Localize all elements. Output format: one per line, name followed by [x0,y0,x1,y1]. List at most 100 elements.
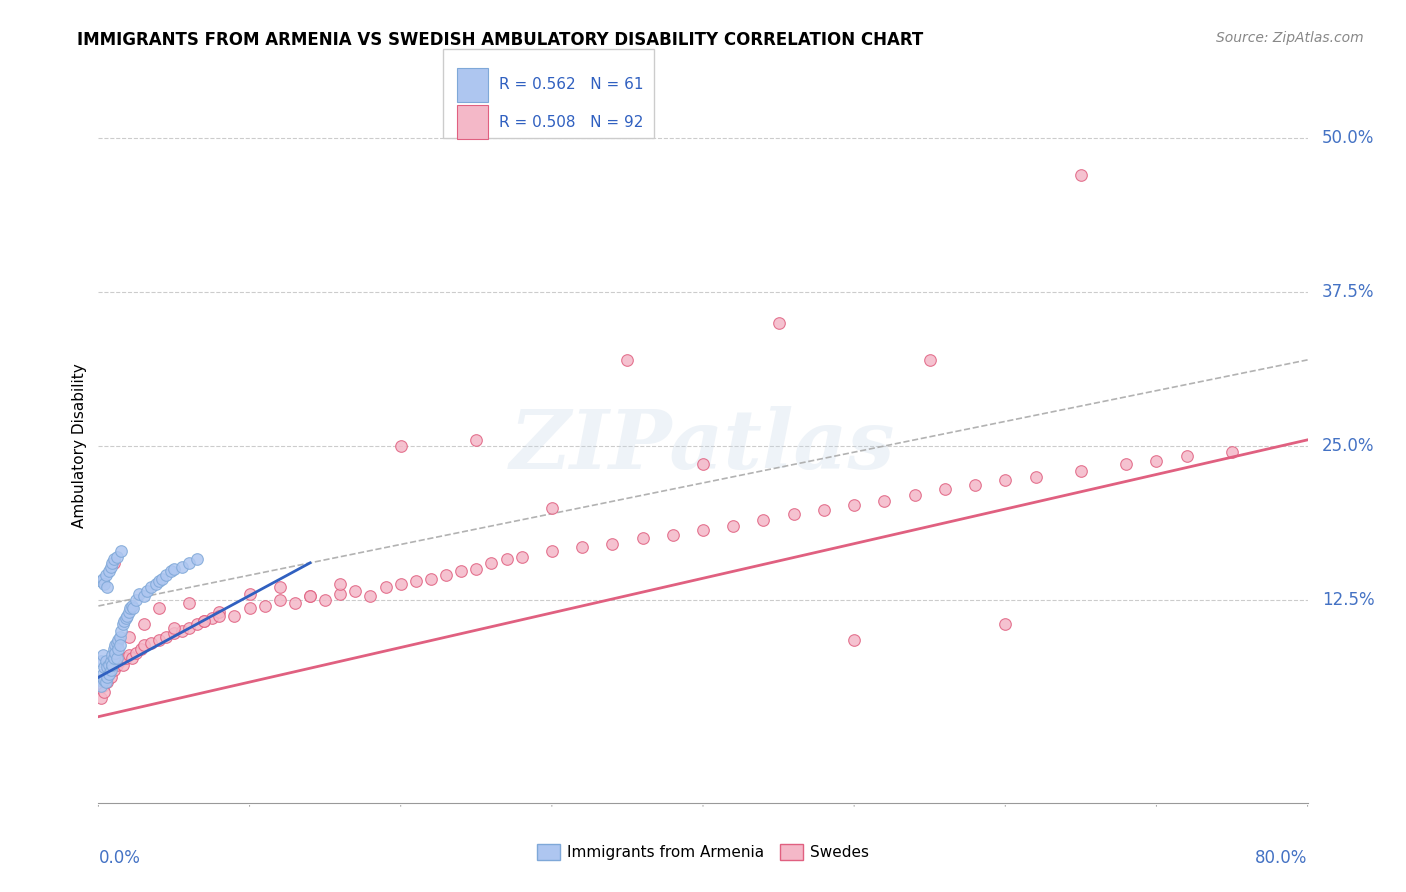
Point [118,630,141,644]
Text: R = 0.508   N = 92: R = 0.508 N = 92 [499,115,644,129]
Point [208,608,231,623]
Point [465,562,488,576]
Point [179,621,201,635]
Point [723,519,745,533]
Point [918,352,941,367]
Legend: Immigrants from Armenia, Swedes: Immigrants from Armenia, Swedes [530,838,876,866]
Text: 25.0%: 25.0% [1322,437,1375,455]
Point [179,556,201,570]
Point [510,549,533,564]
Point [93,660,115,674]
Text: 80.0%: 80.0% [1256,849,1308,867]
Bar [457,68,488,102]
Point [193,614,215,628]
Point [115,608,138,623]
Text: 0.0%: 0.0% [98,849,141,867]
Point [450,565,472,579]
Point [111,658,134,673]
Point [208,605,231,619]
Point [253,599,276,613]
Point [1175,449,1198,463]
Point [904,488,927,502]
Point [844,498,866,512]
Point [186,552,208,566]
Point [481,556,503,570]
Point [100,559,122,574]
Point [118,605,141,619]
Point [125,592,148,607]
Point [434,568,457,582]
Text: ZIPatlas: ZIPatlas [510,406,896,486]
Point [389,576,412,591]
Point [934,482,956,496]
Point [103,556,125,570]
Point [100,654,122,668]
Point [94,568,117,582]
Text: 50.0%: 50.0% [1322,129,1375,147]
Point [121,650,143,665]
Point [873,494,896,508]
Point [105,636,128,650]
Point [96,675,118,690]
Point [90,654,112,668]
Text: 12.5%: 12.5% [1322,591,1375,609]
Point [540,500,562,515]
Point [148,574,170,589]
Point [120,601,142,615]
Point [160,565,183,579]
Point [94,675,117,690]
Point [269,592,291,607]
Point [90,691,112,706]
Point [692,458,714,472]
Point [98,565,121,579]
Point [148,601,170,615]
Point [1144,454,1167,468]
Point [90,574,112,589]
Point [163,621,186,635]
Point [103,650,125,665]
Text: R = 0.562   N = 61: R = 0.562 N = 61 [499,78,644,92]
Point [284,597,307,611]
Point [768,316,790,330]
Point [107,633,129,648]
Point [129,642,152,657]
Point [1220,445,1243,459]
Point [103,663,125,677]
Point [125,646,148,660]
Point [150,572,173,586]
Point [360,589,382,603]
Point [98,666,121,681]
Point [783,507,806,521]
Point [1070,169,1092,183]
Point [1070,464,1092,478]
Point [107,642,129,657]
Point [110,543,132,558]
Point [114,611,136,625]
Point [631,531,654,545]
Point [163,562,186,576]
Point [132,589,155,603]
Point [405,574,427,589]
Point [170,559,193,574]
Point [239,601,262,615]
Point [121,599,143,613]
Point [314,592,336,607]
Point [96,670,118,684]
FancyBboxPatch shape [443,49,654,138]
Point [994,617,1017,632]
Point [141,581,163,595]
Point [110,624,132,638]
Y-axis label: Ambulatory Disability: Ambulatory Disability [72,364,87,528]
Point [170,624,193,638]
Point [101,556,124,570]
Point [108,654,131,668]
Point [141,636,163,650]
Point [155,630,177,644]
Point [104,638,127,652]
Point [132,638,155,652]
Point [495,552,517,566]
Point [616,352,638,367]
Point [93,673,115,687]
Point [101,658,124,673]
Point [101,660,124,674]
